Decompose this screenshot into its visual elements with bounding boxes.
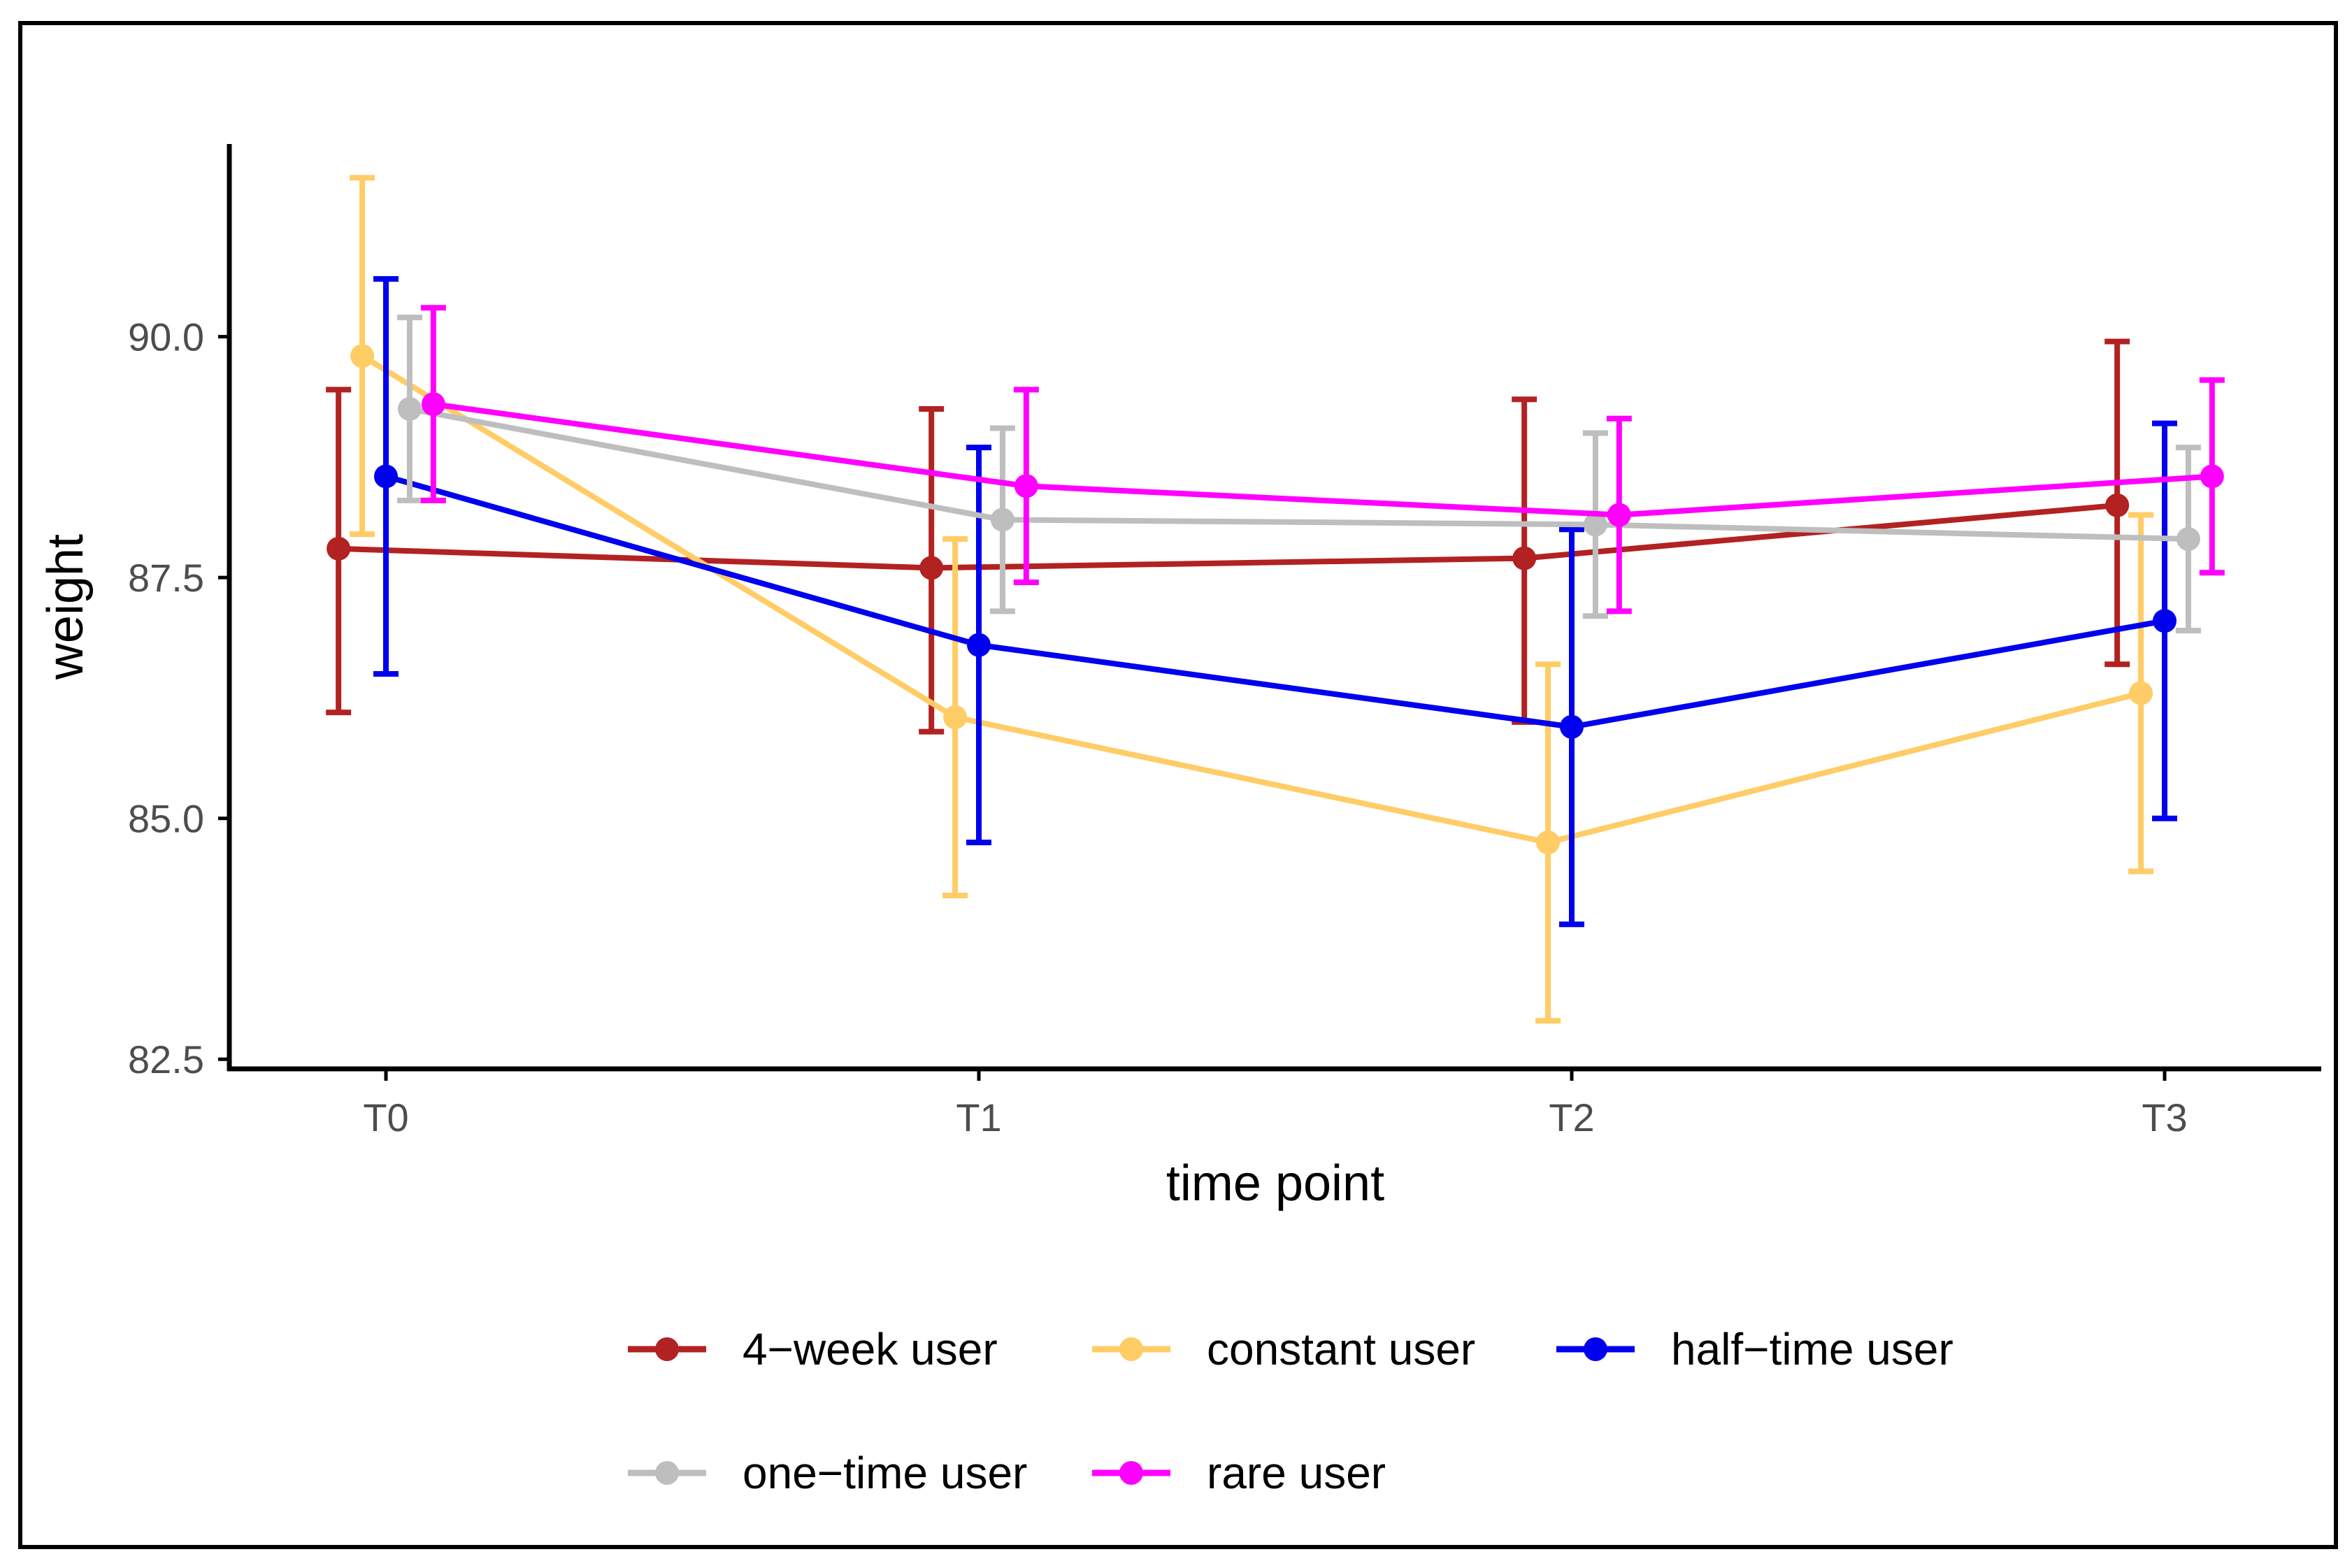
data-point <box>2176 527 2200 552</box>
data-point <box>421 392 445 417</box>
legend: 4−week user constant user half−time user on… <box>628 1324 1953 1498</box>
legend-label: one−time user <box>743 1448 1027 1498</box>
axes <box>227 144 2321 1072</box>
data-point <box>327 536 351 561</box>
legend-key-point <box>1119 1337 1143 1361</box>
x-axis-title: time point <box>1166 1156 1384 1211</box>
data-point <box>1583 512 1607 537</box>
legend-key-point <box>1584 1337 1607 1361</box>
legend-label: rare user <box>1207 1448 1386 1498</box>
data-point <box>1536 830 1561 855</box>
legend-key-point <box>1119 1461 1143 1485</box>
plot-area <box>326 175 2225 1024</box>
legend-label: half−time user <box>1671 1324 1953 1374</box>
legend-item: rare user <box>1092 1448 1386 1498</box>
chart-frame <box>18 21 2338 1549</box>
y-tick-label: 85.0 <box>128 797 204 841</box>
data-point <box>397 396 422 421</box>
x-tick-label: T0 <box>363 1095 408 1139</box>
legend-label: 4−week user <box>743 1324 998 1374</box>
data-point <box>350 344 375 368</box>
series-4 <box>420 305 2225 614</box>
x-axis-ticks: T0 T1 T2 T3 <box>363 1069 2188 1139</box>
legend-item: half−time user <box>1556 1324 1953 1374</box>
series-3 <box>396 315 2201 633</box>
legend-item: 4−week user <box>628 1324 998 1374</box>
series-2 <box>373 275 2177 928</box>
data-point <box>1512 546 1537 570</box>
y-tick-label: 87.5 <box>128 556 204 600</box>
legend-key-point <box>655 1461 679 1485</box>
x-tick-label: T3 <box>2142 1095 2187 1139</box>
y-axis-ticks: 82.5 85.0 87.5 90.0 <box>128 315 229 1081</box>
data-point <box>2153 609 2177 633</box>
y-tick-label: 82.5 <box>128 1037 204 1081</box>
data-point <box>1607 503 1631 527</box>
series-line <box>385 473 2165 730</box>
series-line <box>360 353 2142 846</box>
legend-item: one−time user <box>628 1448 1027 1498</box>
data-point <box>967 633 991 657</box>
data-point <box>2105 493 2130 517</box>
y-tick-label: 90.0 <box>128 315 204 359</box>
legend-item: constant user <box>1092 1324 1475 1374</box>
series-line <box>433 401 2213 518</box>
x-tick-label: T2 <box>1549 1095 1594 1139</box>
x-tick-label: T1 <box>956 1095 1001 1139</box>
data-point <box>1014 474 1038 498</box>
data-point <box>943 705 968 729</box>
y-axis-title: weight <box>38 534 94 680</box>
data-point <box>919 556 944 580</box>
legend-key-point <box>655 1337 679 1361</box>
data-point <box>1560 714 1584 739</box>
data-point <box>2129 681 2153 705</box>
series-line <box>409 406 2189 542</box>
data-point <box>990 508 1014 532</box>
data-point <box>2200 464 2224 489</box>
data-point <box>374 464 398 489</box>
legend-label: constant user <box>1207 1324 1475 1374</box>
series-1 <box>350 175 2154 1024</box>
